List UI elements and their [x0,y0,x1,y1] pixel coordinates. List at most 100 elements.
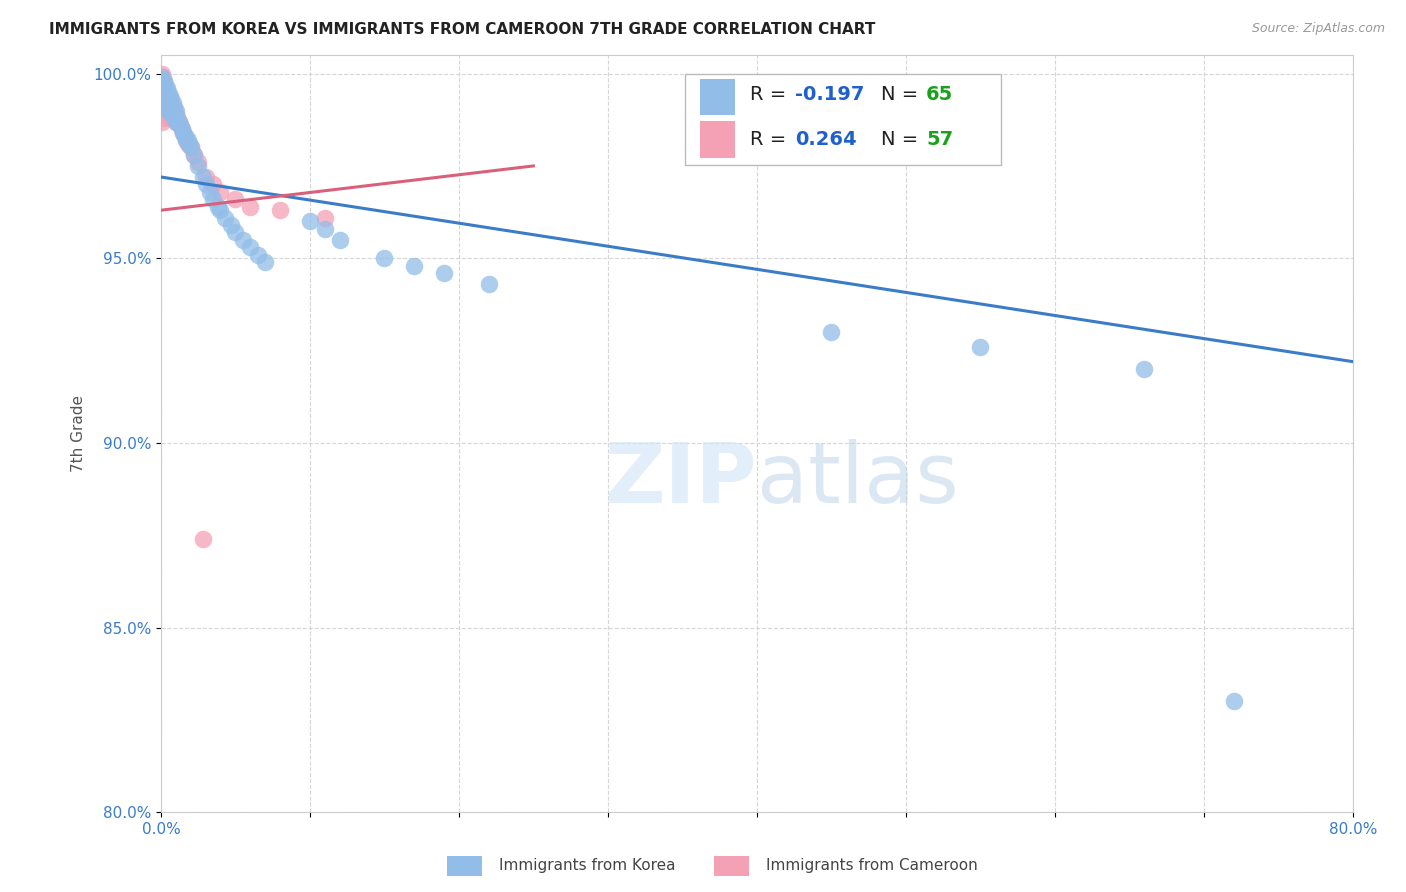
Point [156,88,179,103]
Point [209,203,232,218]
Point [152,92,174,106]
Point [160,103,183,118]
Text: 57: 57 [927,130,953,149]
Text: N =: N = [880,130,924,149]
Point [156,107,179,121]
Point [433,266,456,280]
Point [314,221,336,235]
Y-axis label: 7th Grade: 7th Grade [72,395,86,472]
Text: 65: 65 [927,85,953,103]
Point [173,129,195,144]
Point [239,240,262,254]
Point [157,103,180,118]
FancyBboxPatch shape [700,121,735,158]
Point [160,111,183,125]
Point [166,111,188,125]
Point [232,233,254,247]
Point [298,214,321,228]
Text: IMMIGRANTS FROM KOREA VS IMMIGRANTS FROM CAMEROON 7TH GRADE CORRELATION CHART: IMMIGRANTS FROM KOREA VS IMMIGRANTS FROM… [49,22,876,37]
Point [165,114,187,128]
Point [269,203,291,218]
Point [157,88,180,103]
Point [153,81,176,95]
Point [169,118,191,132]
Point [155,85,177,99]
Point [167,114,190,128]
Point [153,96,176,111]
Point [1222,694,1244,708]
Point [153,88,176,103]
Point [162,100,184,114]
Point [165,107,187,121]
Point [165,114,187,128]
Point [167,114,190,128]
Point [170,122,193,136]
Point [152,78,174,92]
Point [187,159,209,173]
Point [172,126,194,140]
Point [183,148,205,162]
Point [153,88,176,103]
Point [177,133,200,147]
Point [162,107,184,121]
Point [198,185,221,199]
Text: Immigrants from Korea: Immigrants from Korea [499,858,676,872]
Point [155,78,177,92]
Text: -0.197: -0.197 [794,85,865,103]
Point [155,81,177,95]
Point [183,148,205,162]
Point [163,100,186,114]
Point [155,103,177,118]
Text: ZIP: ZIP [605,439,756,519]
Point [202,192,225,206]
Point [152,67,174,81]
Point [969,340,991,354]
Point [820,325,842,339]
Point [172,126,194,140]
Point [1133,362,1156,376]
Point [160,96,183,111]
Text: Immigrants from Cameroon: Immigrants from Cameroon [766,858,979,872]
Point [177,136,200,151]
Point [202,178,225,192]
Point [165,103,187,118]
Point [169,118,191,132]
Point [209,185,232,199]
Point [155,96,177,111]
Point [153,103,176,118]
Point [152,85,174,99]
Point [170,122,193,136]
Point [152,88,174,103]
Point [163,103,186,118]
Point [159,100,181,114]
Point [162,96,184,111]
Point [254,255,277,269]
Point [166,111,188,125]
Point [207,200,229,214]
Point [162,107,184,121]
Point [153,74,176,88]
Point [404,259,426,273]
Point [157,92,180,106]
Point [160,92,183,106]
Point [329,233,352,247]
Point [159,88,181,103]
Point [180,140,202,154]
Point [314,211,336,225]
Point [180,140,202,154]
Point [224,192,246,206]
Point [152,107,174,121]
Text: R =: R = [749,130,792,149]
Point [194,178,217,192]
Point [156,100,179,114]
Point [155,111,177,125]
Point [478,277,501,291]
FancyBboxPatch shape [700,78,735,115]
Point [373,252,395,266]
Point [152,81,174,95]
Point [191,532,214,546]
Point [152,81,174,95]
Point [173,129,195,144]
Point [155,92,177,106]
Text: atlas: atlas [756,439,959,519]
